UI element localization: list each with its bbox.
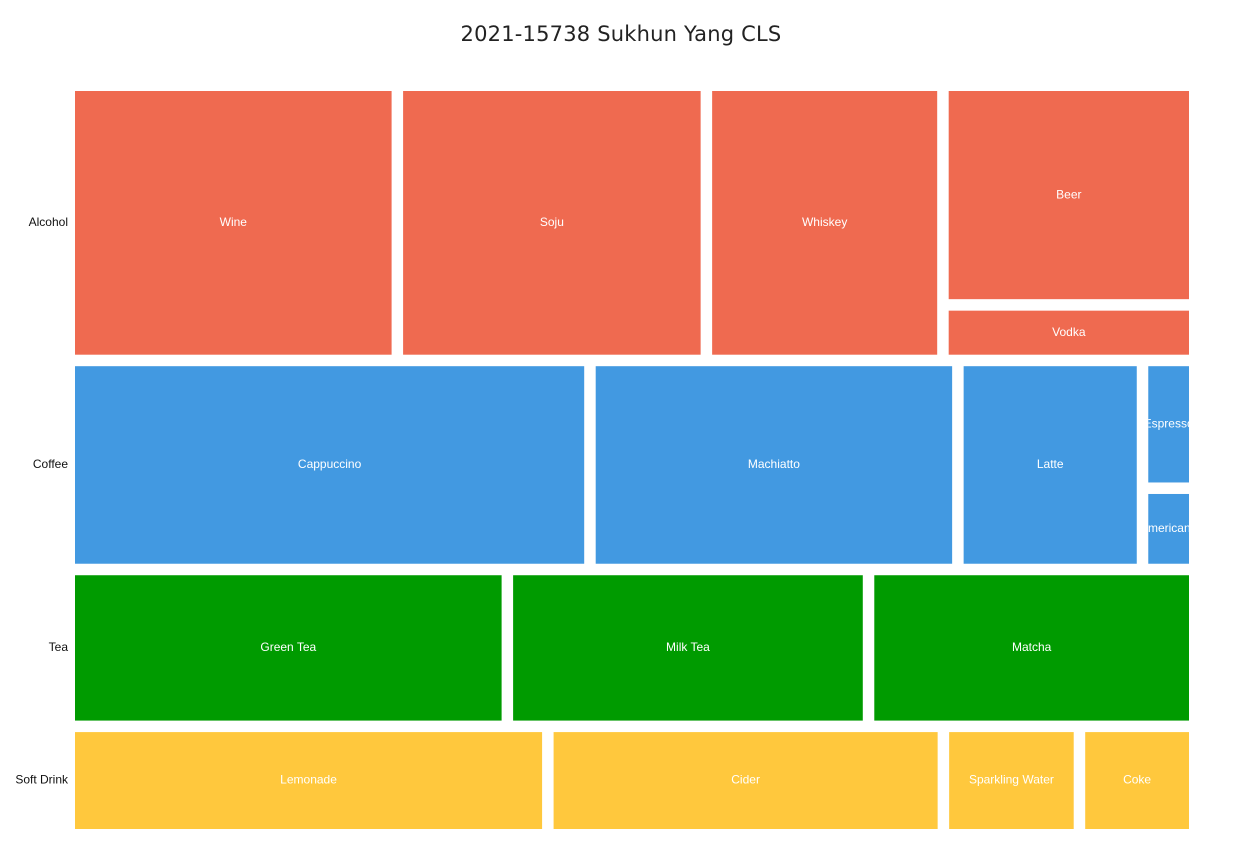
tile-label-lemonade: Lemonade — [280, 773, 337, 787]
tile-label-green-tea: Green Tea — [260, 640, 316, 654]
tile-green-tea[interactable] — [75, 575, 502, 721]
tile-label-espresso: Espresso — [1144, 417, 1194, 431]
tile-soju[interactable] — [403, 91, 701, 355]
tile-coke[interactable] — [1085, 732, 1189, 829]
tile-americano[interactable] — [1148, 493, 1189, 564]
tile-label-soju: Soju — [540, 215, 564, 229]
tile-espresso[interactable] — [1148, 366, 1189, 483]
tile-matcha[interactable] — [874, 575, 1189, 721]
tile-label-vodka: Vodka — [1052, 325, 1086, 339]
tile-latte[interactable] — [963, 366, 1137, 564]
tile-vodka[interactable] — [948, 310, 1189, 355]
tile-whiskey[interactable] — [712, 91, 938, 355]
tile-label-cider: Cider — [731, 773, 760, 787]
tile-label-sparkling-water: Sparkling Water — [969, 773, 1054, 787]
tile-label-beer: Beer — [1056, 187, 1081, 201]
tile-lemonade[interactable] — [75, 732, 543, 829]
tile-label-matcha: Matcha — [1012, 640, 1052, 654]
tile-label-cappuccino: Cappuccino — [298, 457, 362, 471]
tile-machiatto[interactable] — [595, 366, 953, 564]
tile-label-whiskey: Whiskey — [802, 215, 847, 229]
category-label-soft-drink: Soft Drink — [15, 773, 69, 787]
tile-sparkling-water[interactable] — [949, 732, 1074, 829]
category-label-alcohol: Alcohol — [29, 215, 68, 229]
tile-cider[interactable] — [553, 732, 938, 829]
tile-label-americano: Americano — [1140, 521, 1198, 535]
tile-cappuccino[interactable] — [75, 366, 585, 564]
chart-title: 2021-15738 Sukhun Yang CLS — [460, 22, 782, 46]
tile-label-wine: Wine — [220, 215, 248, 229]
category-label-tea: Tea — [49, 640, 69, 654]
tile-beer[interactable] — [948, 91, 1189, 300]
tile-milk-tea[interactable] — [513, 575, 863, 721]
category-label-coffee: Coffee — [33, 457, 68, 471]
tile-label-machiatto: Machiatto — [748, 457, 800, 471]
tile-label-milk-tea: Milk Tea — [666, 640, 710, 654]
tile-wine[interactable] — [75, 91, 392, 355]
tile-label-latte: Latte — [1037, 457, 1064, 471]
tile-label-coke: Coke — [1123, 773, 1151, 787]
